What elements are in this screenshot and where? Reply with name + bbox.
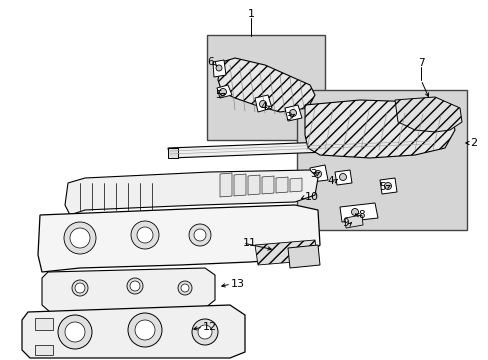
- Text: 8: 8: [358, 210, 365, 220]
- Circle shape: [339, 174, 346, 180]
- Polygon shape: [289, 178, 302, 192]
- Circle shape: [64, 222, 96, 254]
- Polygon shape: [339, 203, 377, 222]
- Circle shape: [384, 183, 391, 189]
- Circle shape: [181, 284, 189, 292]
- Text: 3: 3: [284, 112, 291, 122]
- Polygon shape: [234, 174, 245, 196]
- Text: 4: 4: [327, 176, 334, 186]
- Polygon shape: [309, 165, 327, 182]
- Text: 7: 7: [417, 58, 424, 68]
- Polygon shape: [247, 175, 260, 195]
- Circle shape: [130, 281, 140, 291]
- Bar: [296, 90, 466, 230]
- Circle shape: [128, 313, 162, 347]
- Circle shape: [58, 315, 92, 349]
- Polygon shape: [38, 205, 319, 272]
- Circle shape: [216, 65, 222, 71]
- Circle shape: [127, 278, 142, 294]
- Circle shape: [219, 89, 226, 95]
- Text: 5: 5: [214, 90, 221, 100]
- Circle shape: [72, 280, 88, 296]
- Polygon shape: [218, 58, 314, 112]
- Polygon shape: [168, 148, 178, 158]
- Polygon shape: [287, 245, 319, 268]
- Circle shape: [137, 227, 153, 243]
- Polygon shape: [168, 138, 431, 158]
- Circle shape: [194, 229, 205, 241]
- Polygon shape: [220, 173, 231, 197]
- Text: 5: 5: [379, 182, 386, 192]
- Text: 10: 10: [305, 192, 318, 202]
- Polygon shape: [394, 97, 461, 132]
- Polygon shape: [305, 100, 454, 158]
- Polygon shape: [213, 60, 225, 77]
- Text: 1: 1: [247, 9, 254, 19]
- Text: 9: 9: [342, 218, 348, 228]
- Circle shape: [135, 320, 155, 340]
- Circle shape: [259, 100, 266, 108]
- Polygon shape: [262, 176, 273, 194]
- Polygon shape: [334, 170, 351, 185]
- Polygon shape: [254, 95, 271, 112]
- Text: 13: 13: [230, 279, 244, 289]
- Text: 12: 12: [203, 322, 217, 332]
- Circle shape: [192, 319, 218, 345]
- Text: 3: 3: [309, 169, 316, 179]
- Polygon shape: [217, 85, 231, 98]
- Bar: [206, 35, 325, 140]
- Polygon shape: [345, 215, 362, 228]
- Circle shape: [178, 281, 192, 295]
- Circle shape: [314, 171, 321, 177]
- Circle shape: [70, 228, 90, 248]
- Circle shape: [131, 221, 159, 249]
- Polygon shape: [285, 105, 302, 121]
- Polygon shape: [275, 177, 287, 193]
- Circle shape: [351, 208, 358, 216]
- Circle shape: [189, 224, 210, 246]
- Circle shape: [289, 109, 296, 117]
- Circle shape: [198, 325, 212, 339]
- Bar: [35, 345, 53, 355]
- Circle shape: [65, 322, 85, 342]
- Text: 11: 11: [243, 238, 257, 248]
- Text: 6: 6: [207, 57, 214, 67]
- Text: 2: 2: [469, 138, 477, 148]
- Polygon shape: [419, 138, 431, 148]
- Polygon shape: [254, 240, 317, 265]
- Circle shape: [75, 283, 85, 293]
- Polygon shape: [379, 178, 396, 194]
- Polygon shape: [42, 268, 215, 312]
- Text: 4: 4: [260, 102, 267, 112]
- Polygon shape: [65, 170, 317, 215]
- Polygon shape: [22, 305, 244, 358]
- Bar: [35, 318, 53, 330]
